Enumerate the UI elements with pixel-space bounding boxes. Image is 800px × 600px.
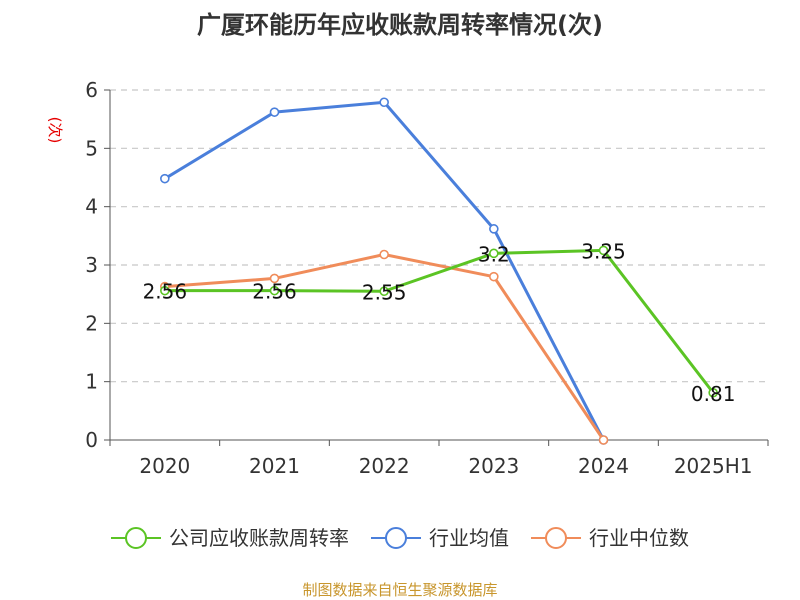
x-tick-label: 2025H1: [674, 454, 753, 478]
data-point: [598, 435, 609, 445]
legend-item[interactable]: 公司应收账款周转率: [111, 526, 349, 550]
legend[interactable]: 公司应收账款周转率 行业均值 行业中位数: [111, 526, 689, 550]
axes: 0 1 2 3 4 5 6 2020 2021 2022 2023 2024 2025H1: [85, 78, 769, 478]
y-tick-label: 4: [85, 195, 98, 219]
data-label: 2.56: [252, 280, 297, 304]
legend-swatch-marker: [545, 527, 567, 549]
data-point: [379, 249, 389, 260]
data-point: [269, 273, 280, 284]
data-labels: 2.56 2.56 2.55 3.2 3.25 0.81: [143, 239, 736, 405]
series-line: [164, 100, 605, 441]
y-axis-label: (次): [46, 117, 64, 144]
x-tick-label: 2021: [249, 454, 300, 478]
y-tick-label: 3: [85, 253, 98, 277]
data-point: [379, 286, 389, 297]
data-point: [598, 245, 609, 256]
legend-label: 公司应收账款周转率: [169, 526, 349, 550]
y-tick-label: 2: [85, 311, 98, 335]
legend-swatch-marker: [385, 527, 407, 549]
data-point: [489, 248, 499, 259]
y-tick-label: 1: [85, 370, 98, 394]
x-tick-label: 2022: [359, 454, 410, 478]
series-layer: [160, 97, 718, 445]
x-tick-label: 2020: [139, 454, 190, 478]
data-point: [269, 107, 280, 117]
data-point: [269, 285, 280, 296]
data-label: 3.2: [478, 242, 510, 266]
data-point: [489, 224, 499, 234]
data-point: [708, 387, 718, 398]
legend-item[interactable]: 行业均值: [371, 526, 509, 550]
y-tick-label: 5: [85, 136, 98, 160]
data-point: [160, 285, 170, 296]
legend-swatch-marker: [125, 527, 147, 549]
data-label: 2.56: [143, 280, 188, 304]
data-label: 0.81: [691, 382, 736, 406]
data-source: 制图数据来自恒生聚源数据库: [302, 581, 497, 599]
data-label: 2.55: [362, 280, 407, 304]
data-point: [379, 97, 389, 108]
legend-label: 行业均值: [429, 526, 509, 550]
legend-label: 行业中位数: [589, 526, 689, 550]
data-label: 3.25: [581, 239, 626, 263]
y-tick-label: 0: [85, 428, 98, 452]
chart-title: 广厦环能历年应收账款周转率情况(次): [197, 11, 603, 39]
x-tick-label: 2023: [468, 454, 519, 478]
data-point: [160, 173, 170, 184]
legend-item[interactable]: 行业中位数: [531, 526, 689, 550]
x-tick-label: 2024: [578, 454, 629, 478]
data-point: [489, 271, 499, 282]
y-tick-label: 6: [85, 78, 98, 102]
series-line: [164, 248, 715, 394]
